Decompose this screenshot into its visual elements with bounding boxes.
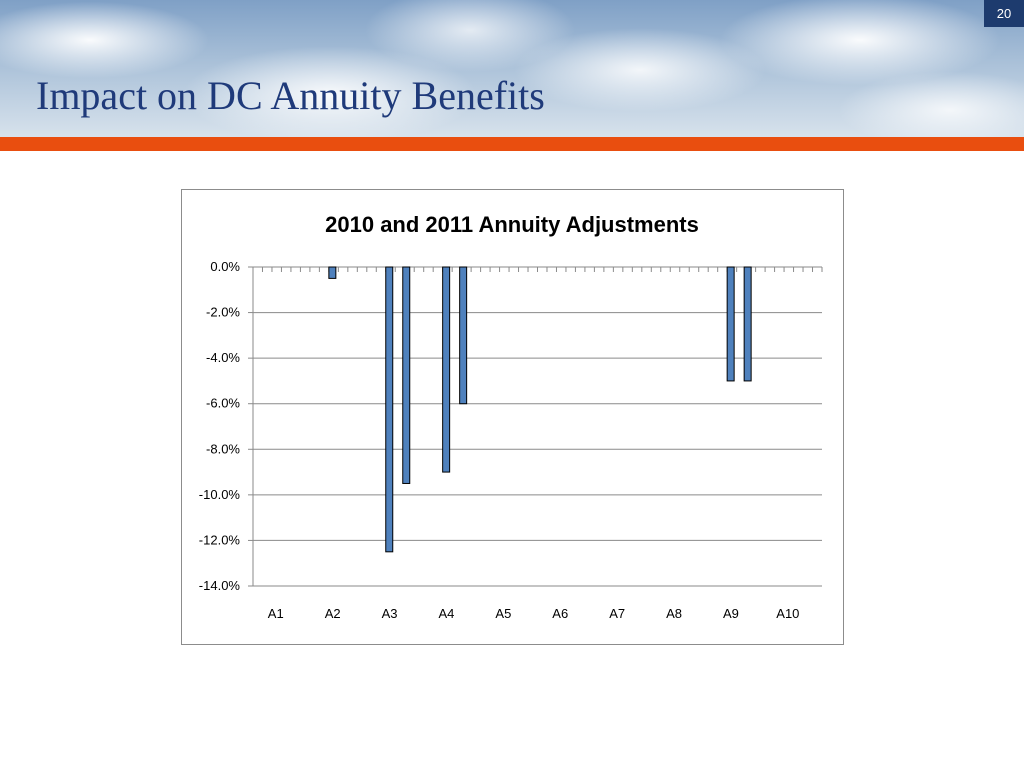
bar [402, 266, 411, 484]
slide-title: Impact on DC Annuity Benefits [36, 73, 545, 118]
x-tick-label: A4 [439, 606, 455, 621]
y-tick-label: -6.0% [206, 396, 240, 411]
gridlines [253, 266, 822, 587]
chart-frame: 2010 and 2011 Annuity Adjustments 0.0% -2… [181, 189, 844, 645]
y-tick-label: -8.0% [206, 441, 240, 456]
x-tick-label: A5 [495, 606, 511, 621]
x-tick-labels: A1 A2 A3 A4 A5 A6 A7 A8 A9 A10 [268, 606, 800, 621]
bar [743, 266, 752, 382]
y-tick-label: -12.0% [199, 532, 241, 547]
axes [248, 266, 823, 587]
x-tick-label: A9 [723, 606, 739, 621]
bar [726, 266, 735, 382]
bar [385, 266, 394, 553]
x-tick-label: A10 [776, 606, 799, 621]
y-tick-label: -10.0% [199, 487, 241, 502]
y-tick-labels: 0.0% -2.0% -4.0% -6.0% -8.0% -10.0% -12.0% -14.… [199, 259, 241, 593]
bar [442, 266, 451, 473]
x-tick-label: A7 [609, 606, 625, 621]
page-number-badge: 20 [984, 0, 1024, 27]
bar [328, 266, 337, 279]
x-tick-label: A6 [552, 606, 568, 621]
y-tick-label: 0.0% [210, 259, 240, 274]
header-sky-banner [0, 0, 1024, 137]
bars [328, 266, 752, 553]
x-tick-label: A2 [325, 606, 341, 621]
y-tick-label: -14.0% [199, 578, 241, 593]
chart-title: 2010 and 2011 Annuity Adjustments [325, 212, 699, 237]
x-tick-label: A3 [382, 606, 398, 621]
x-tick-label: A8 [666, 606, 682, 621]
chart-svg: 2010 and 2011 Annuity Adjustments 0.0% -2… [199, 212, 823, 621]
accent-band [0, 137, 1024, 151]
bar [459, 266, 468, 405]
y-tick-label: -4.0% [206, 350, 240, 365]
x-tick-label: A1 [268, 606, 284, 621]
y-tick-label: -2.0% [206, 305, 240, 320]
